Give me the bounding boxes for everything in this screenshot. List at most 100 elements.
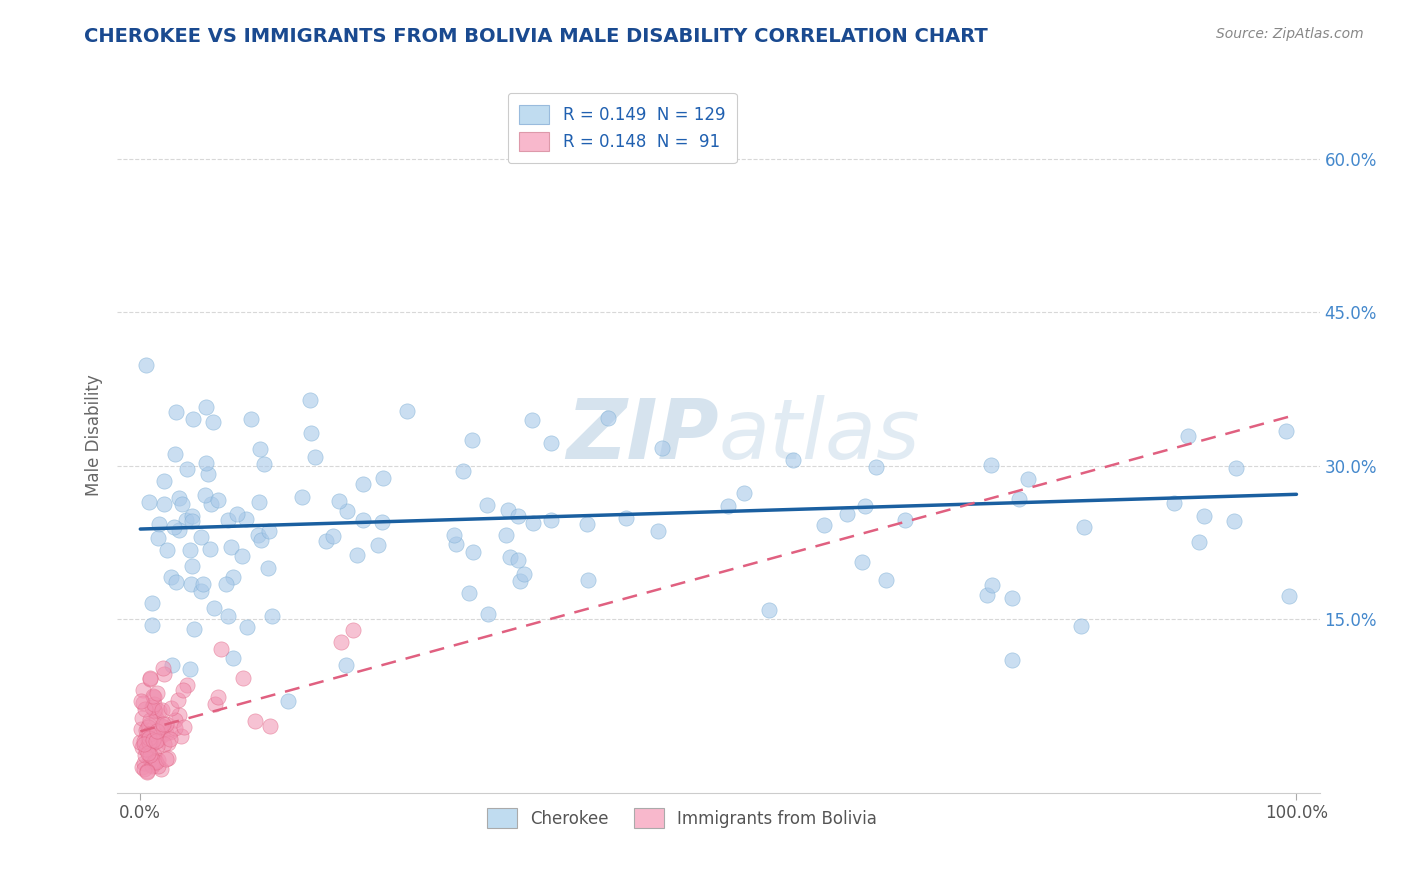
Point <box>143 704 166 718</box>
Point <box>132 683 155 698</box>
Point <box>141 758 163 772</box>
Point <box>875 573 897 587</box>
Point <box>143 690 166 704</box>
Y-axis label: Male Disability: Male Disability <box>86 374 103 496</box>
Point <box>1223 514 1246 528</box>
Point <box>1001 653 1024 667</box>
Point <box>157 736 180 750</box>
Point <box>540 436 562 450</box>
Point <box>165 721 187 735</box>
Point <box>179 662 201 676</box>
Point <box>139 671 162 685</box>
Point <box>132 734 155 748</box>
Point <box>758 602 780 616</box>
Point <box>371 516 394 530</box>
Point <box>257 560 280 574</box>
Point <box>260 609 283 624</box>
Point <box>371 471 394 485</box>
Point <box>352 476 374 491</box>
Point <box>217 513 239 527</box>
Point <box>145 723 167 738</box>
Point <box>980 458 1002 472</box>
Point <box>1275 425 1298 439</box>
Point <box>141 618 163 632</box>
Point <box>142 733 165 747</box>
Point <box>215 577 238 591</box>
Point <box>717 499 740 513</box>
Point <box>1001 591 1024 605</box>
Point <box>193 577 215 591</box>
Point <box>200 497 222 511</box>
Point <box>136 746 159 760</box>
Point <box>894 512 917 526</box>
Point <box>522 516 544 530</box>
Point <box>149 762 172 776</box>
Point <box>219 540 242 554</box>
Point <box>180 514 202 528</box>
Point <box>172 683 194 698</box>
Point <box>180 559 202 574</box>
Point <box>851 555 873 569</box>
Point <box>142 689 165 703</box>
Point <box>322 529 344 543</box>
Point <box>135 723 157 737</box>
Point <box>167 707 190 722</box>
Point <box>782 453 804 467</box>
Point <box>202 416 225 430</box>
Point <box>194 457 217 471</box>
Point <box>134 748 156 763</box>
Point <box>1278 589 1301 603</box>
Point <box>250 533 273 547</box>
Point <box>232 672 254 686</box>
Point <box>651 442 673 456</box>
Point <box>207 492 229 507</box>
Point <box>131 760 153 774</box>
Point <box>129 694 152 708</box>
Point <box>148 517 170 532</box>
Text: atlas: atlas <box>718 394 920 475</box>
Point <box>155 752 177 766</box>
Point <box>143 697 166 711</box>
Point <box>136 764 159 779</box>
Point <box>141 700 163 714</box>
Point <box>253 457 276 471</box>
Point <box>540 513 562 527</box>
Point <box>155 716 177 731</box>
Point <box>146 686 169 700</box>
Point <box>1070 618 1092 632</box>
Text: ZIP: ZIP <box>565 394 718 475</box>
Point <box>596 410 619 425</box>
Point <box>204 697 226 711</box>
Point <box>134 701 156 715</box>
Point <box>335 657 357 672</box>
Point <box>461 545 484 559</box>
Point <box>367 538 389 552</box>
Point <box>257 524 280 538</box>
Point <box>159 731 181 746</box>
Point <box>141 759 163 773</box>
Point <box>976 588 998 602</box>
Point <box>304 450 326 464</box>
Point <box>139 737 162 751</box>
Point <box>180 576 202 591</box>
Text: Source: ZipAtlas.com: Source: ZipAtlas.com <box>1216 27 1364 41</box>
Point <box>163 446 186 460</box>
Point <box>176 677 198 691</box>
Point <box>865 460 887 475</box>
Point <box>444 536 467 550</box>
Point <box>176 462 198 476</box>
Point <box>513 566 536 581</box>
Point <box>246 528 269 542</box>
Point <box>209 641 232 656</box>
Point <box>315 533 337 548</box>
Point <box>135 742 157 756</box>
Point <box>136 720 159 734</box>
Point <box>135 358 157 372</box>
Point <box>458 586 481 600</box>
Point <box>181 412 204 426</box>
Point <box>277 694 299 708</box>
Point <box>179 542 201 557</box>
Point <box>162 657 184 672</box>
Point <box>239 411 262 425</box>
Point <box>139 752 162 766</box>
